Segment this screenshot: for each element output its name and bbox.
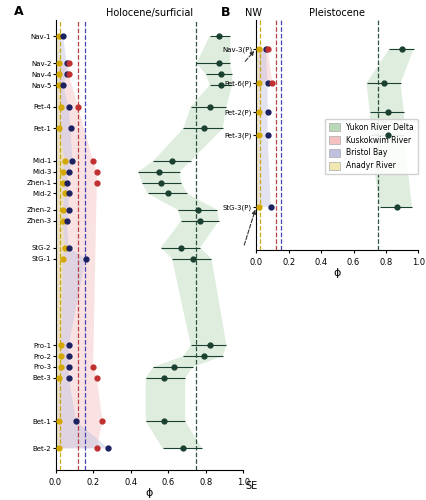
Text: SE: SE: [245, 481, 257, 491]
X-axis label: ϕ: ϕ: [333, 268, 340, 278]
Polygon shape: [366, 49, 413, 207]
Polygon shape: [256, 49, 259, 207]
Polygon shape: [55, 36, 65, 449]
Polygon shape: [256, 49, 270, 207]
X-axis label: ϕ: ϕ: [145, 488, 153, 498]
Legend: Yukon River Delta, Kuskokwim River, Bristol Bay, Anadyr River: Yukon River Delta, Kuskokwim River, Bris…: [324, 119, 417, 174]
Polygon shape: [55, 36, 108, 449]
Polygon shape: [55, 64, 102, 448]
Polygon shape: [256, 49, 272, 83]
Text: B: B: [220, 6, 230, 19]
Text: A: A: [14, 5, 24, 18]
Text: NW: NW: [245, 8, 262, 18]
Title: Pleistocene: Pleistocene: [308, 8, 365, 18]
Polygon shape: [138, 36, 232, 449]
Title: Holocene/surficial: Holocene/surficial: [106, 8, 193, 18]
